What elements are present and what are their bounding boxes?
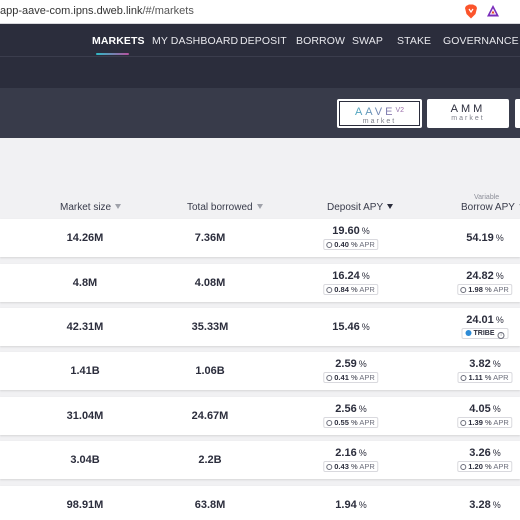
header-deposit-apy[interactable]: Deposit APY	[327, 202, 394, 213]
amm-logo: AMM	[450, 103, 486, 115]
nav-item-swap[interactable]: SWAP	[352, 35, 383, 47]
active-tab-indicator	[96, 53, 129, 55]
borrow-apy-value: 3.26%	[469, 447, 501, 459]
incentive-coin-icon	[326, 241, 333, 248]
top-navigation: MARKETS MY DASHBOARD DEPOSIT BORROW SWAP…	[0, 24, 520, 56]
table-row[interactable]: 31.04M 24.67M 2.56% 0.55 % APR 4.05% 1.39 % A…	[0, 397, 520, 435]
market-size-value: 31.04M	[66, 410, 104, 422]
market-size-value: 98.91M	[66, 499, 104, 511]
info-icon: i	[497, 331, 505, 339]
incentive-coin-icon	[326, 463, 333, 470]
deposit-apr-badge: 0.40 % APR	[323, 239, 379, 250]
incentive-coin-icon	[460, 419, 467, 426]
incentive-coin-icon	[460, 374, 467, 381]
tribe-incentive-badge[interactable]: TRIBE i	[461, 328, 509, 339]
market-size-value: 1.41B	[70, 365, 100, 377]
borrow-apr-badge: 1.11 % APR	[457, 372, 513, 383]
nav-item-markets[interactable]: MARKETS	[92, 35, 145, 47]
aave-v2-market-button[interactable]: AAVEV2 market	[337, 99, 422, 128]
amm-market-label: market	[451, 115, 485, 122]
market-selector-band: AAVEV2 market AMM market	[0, 88, 520, 138]
table-row[interactable]: 98.91M 63.8M 1.94% 3.28%	[0, 486, 520, 520]
sub-header	[0, 56, 520, 88]
borrow-apy-value: 3.28%	[469, 499, 501, 511]
nav-item-my-dashboard[interactable]: MY DASHBOARD	[152, 35, 239, 47]
header-market-size[interactable]: Market size	[60, 202, 122, 213]
deposit-apr-badge: 0.41 % APR	[323, 372, 379, 383]
borrow-apy-value: 4.05%	[469, 403, 501, 415]
table-row[interactable]: 42.31M 35.33M 15.46% 24.01% TRIBE i	[0, 308, 520, 346]
borrow-apr-badge: 1.39 % APR	[457, 417, 513, 428]
borrow-apy-value: 24.01%	[466, 314, 504, 326]
sort-arrow-icon	[518, 204, 520, 209]
table-row[interactable]: 4.8M 4.08M 16.24% 0.84 % APR 24.82% 1.98 % AP…	[0, 264, 520, 302]
nav-item-stake[interactable]: STAKE	[397, 35, 432, 47]
aave-logo: AAVEV2	[339, 105, 420, 118]
url-host: app-aave-com.ipns.dweb.link	[0, 5, 143, 17]
market-size-value: 42.31M	[66, 321, 104, 333]
header-variable-note: Variable	[474, 194, 500, 201]
total-borrowed-value: 24.67M	[191, 410, 229, 422]
deposit-apy-value: 16.24%	[332, 270, 370, 282]
borrow-apy-value: 24.82%	[466, 270, 504, 282]
total-borrowed-value: 7.36M	[194, 232, 226, 244]
url-text[interactable]: app-aave-com.ipns.dweb.link/#/markets	[0, 5, 194, 17]
incentive-coin-icon	[460, 286, 467, 293]
deposit-apy-value: 1.94%	[335, 499, 367, 511]
borrow-apr-badge: 1.20 % APR	[457, 461, 513, 472]
nav-item-deposit[interactable]: DEPOSIT	[240, 35, 287, 47]
brave-rewards-icon[interactable]	[486, 4, 500, 18]
header-borrow-apy[interactable]: Borrow APY	[461, 202, 520, 213]
deposit-apy-value: 2.56%	[335, 403, 367, 415]
market-size-value: 4.8M	[72, 277, 98, 289]
browser-url-bar[interactable]: app-aave-com.ipns.dweb.link/#/markets	[0, 0, 520, 24]
table-row[interactable]: 1.41B 1.06B 2.59% 0.41 % APR 3.82% 1.11 % APR	[0, 352, 520, 390]
aave-market-label: market	[362, 118, 397, 125]
sort-arrow-icon	[115, 204, 122, 209]
deposit-apr-badge: 0.43 % APR	[323, 461, 379, 472]
brave-shield-icon[interactable]	[464, 4, 478, 19]
deposit-apy-value: 15.46%	[332, 321, 370, 333]
deposit-apr-badge: 0.84 % APR	[323, 284, 379, 295]
sort-arrow-icon	[256, 204, 263, 209]
nav-item-borrow[interactable]: BORROW	[296, 35, 346, 47]
market-size-value: 14.26M	[66, 232, 104, 244]
borrow-apy-value: 54.19%	[466, 232, 504, 244]
deposit-apr-badge: 0.55 % APR	[323, 417, 379, 428]
sort-arrow-active-icon	[387, 204, 394, 209]
tribe-coin-icon	[465, 329, 472, 336]
incentive-coin-icon	[326, 374, 333, 381]
market-size-value: 3.04B	[70, 454, 100, 466]
total-borrowed-value: 2.2B	[198, 454, 222, 466]
deposit-apy-value: 2.59%	[335, 358, 367, 370]
incentive-coin-icon	[460, 463, 467, 470]
nav-item-governance[interactable]: GOVERNANCE	[443, 35, 519, 47]
borrow-apr-badge: 1.98 % APR	[457, 284, 513, 295]
total-borrowed-value: 35.33M	[191, 321, 229, 333]
table-row[interactable]: 14.26M 7.36M 19.60% 0.40 % APR 54.19%	[0, 219, 520, 257]
deposit-apy-value: 2.16%	[335, 447, 367, 459]
total-borrowed-value: 63.8M	[194, 499, 226, 511]
url-path: /#/markets	[142, 5, 194, 17]
next-market-button[interactable]	[515, 99, 520, 128]
amm-market-button[interactable]: AMM market	[427, 99, 509, 128]
header-total-borrowed[interactable]: Total borrowed	[187, 202, 263, 213]
total-borrowed-value: 1.06B	[195, 365, 225, 377]
incentive-coin-icon	[326, 419, 333, 426]
total-borrowed-value: 4.08M	[194, 277, 226, 289]
incentive-coin-icon	[326, 286, 333, 293]
deposit-apy-value: 19.60%	[332, 225, 370, 237]
table-row[interactable]: 3.04B 2.2B 2.16% 0.43 % APR 3.26% 1.20 % APR	[0, 441, 520, 479]
borrow-apy-value: 3.82%	[469, 358, 501, 370]
